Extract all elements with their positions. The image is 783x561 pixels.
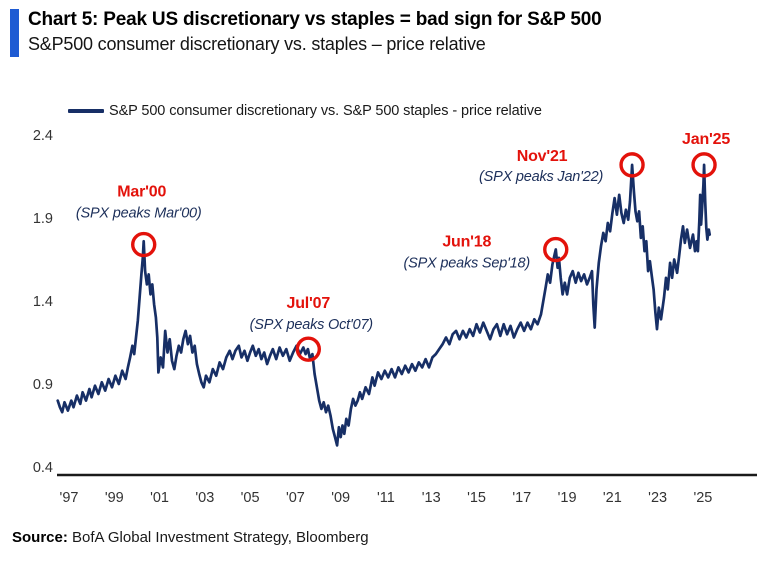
- x-tick-label: '15: [467, 490, 486, 506]
- annotation-label-jan25: Jan'25: [682, 131, 730, 148]
- source-text: BofA Global Investment Strategy, Bloombe…: [67, 529, 369, 546]
- legend-label: S&P 500 consumer discretionary vs. S&P 5…: [109, 103, 542, 119]
- x-tick-label: '97: [60, 490, 79, 506]
- x-tick-label: '19: [558, 490, 577, 506]
- y-tick-label: 1.9: [33, 211, 53, 227]
- x-tick-label: '07: [286, 490, 305, 506]
- annotation-label-jul07: Jul'07: [287, 295, 331, 312]
- annotation-label-nov21: Nov'21: [517, 148, 568, 165]
- x-tick-label: '09: [331, 490, 350, 506]
- x-tick-label: '01: [150, 490, 169, 506]
- price-relative-line: [56, 163, 712, 447]
- x-tick-label: '21: [603, 490, 622, 506]
- x-tick-label: '23: [648, 490, 667, 506]
- x-tick-label: '99: [105, 490, 124, 506]
- source-note: Source: BofA Global Investment Strategy,…: [12, 529, 369, 546]
- source-label: Source:: [12, 529, 68, 546]
- chart-subtitle: S&P500 consumer discretionary vs. staple…: [28, 34, 486, 54]
- y-tick-label: 2.4: [33, 128, 53, 144]
- peak-circle-jun18: [543, 236, 569, 263]
- legend-line-swatch: [68, 109, 104, 113]
- peak-circle-nov21: [619, 152, 645, 178]
- annotation-sublabel-jun18: (SPX peaks Sep'18): [403, 256, 530, 272]
- x-tick-label: '03: [195, 490, 214, 506]
- annotation-sublabel-nov21: (SPX peaks Jan'22): [479, 169, 603, 185]
- annotation-label-mar00: Mar'00: [117, 184, 166, 201]
- y-tick-label: 1.4: [33, 294, 53, 310]
- x-tick-label: '05: [241, 490, 260, 506]
- annotation-label-jun18: Jun'18: [442, 234, 491, 251]
- x-tick-label: '17: [512, 490, 531, 506]
- x-tick-label: '11: [377, 490, 395, 506]
- chart-title: Chart 5: Peak US discretionary vs staple…: [28, 9, 602, 30]
- title-accent-bar: [10, 9, 19, 57]
- title-block: Chart 5: Peak US discretionary vs staple…: [28, 7, 768, 56]
- peak-circle-mar00: [131, 231, 157, 258]
- peak-circle-jul07: [295, 336, 322, 362]
- y-tick-label: 0.9: [33, 377, 53, 393]
- chart-legend: S&P 500 consumer discretionary vs. S&P 5…: [68, 103, 542, 119]
- y-tick-label: 0.4: [33, 460, 53, 476]
- peak-circle-jan25: [691, 152, 717, 178]
- annotation-sublabel-jul07: (SPX peaks Oct'07): [250, 317, 373, 333]
- x-tick-label: '13: [422, 490, 441, 506]
- annotation-sublabel-mar00: (SPX peaks Mar'00): [76, 206, 202, 222]
- x-tick-label: '25: [693, 490, 712, 506]
